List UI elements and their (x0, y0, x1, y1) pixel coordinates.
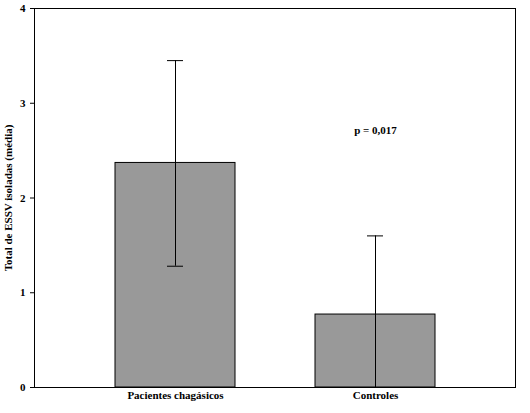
svg-text:Controles: Controles (353, 389, 399, 401)
svg-text:2: 2 (20, 192, 26, 204)
svg-text:Pacientes chagásicos: Pacientes chagásicos (127, 389, 224, 401)
svg-text:Total de ESSV isoladas (média): Total de ESSV isoladas (média) (2, 124, 15, 271)
svg-text:1: 1 (20, 286, 26, 298)
svg-text:3: 3 (20, 97, 26, 109)
svg-text:0: 0 (20, 381, 26, 393)
svg-text:p = 0,017: p = 0,017 (354, 124, 397, 136)
svg-text:4: 4 (20, 2, 26, 14)
